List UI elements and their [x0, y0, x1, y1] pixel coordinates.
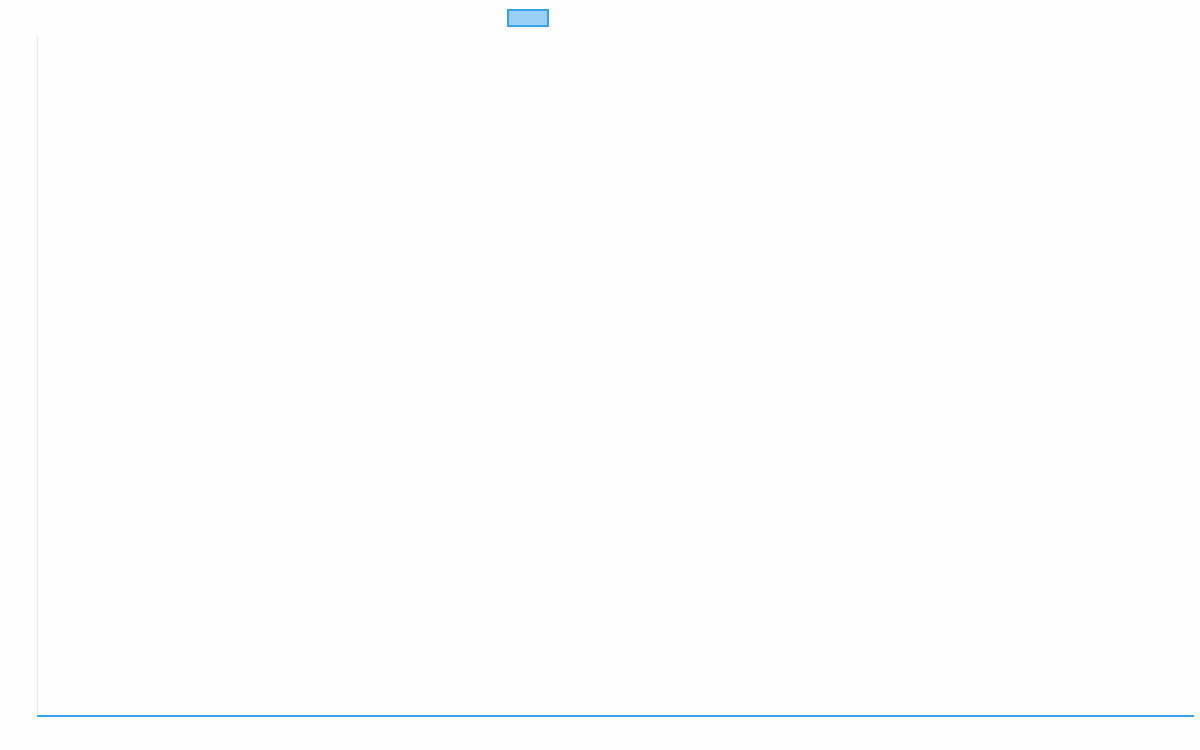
legend[interactable] — [507, 9, 549, 27]
legend-swatch[interactable] — [507, 9, 549, 27]
